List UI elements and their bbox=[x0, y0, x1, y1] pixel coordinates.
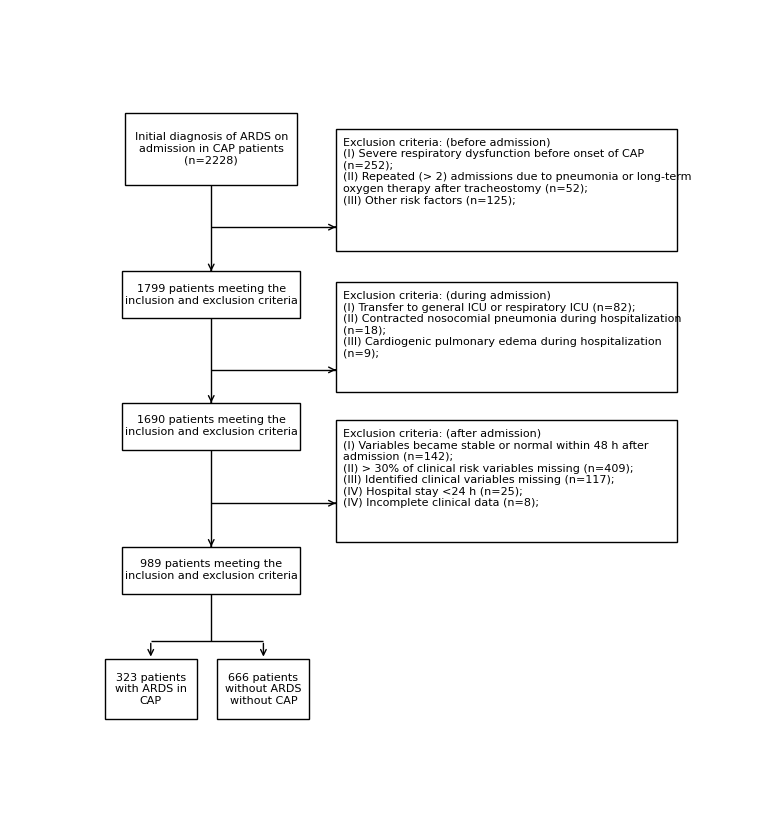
Text: 666 patients
without ARDS
without CAP: 666 patients without ARDS without CAP bbox=[225, 672, 301, 706]
FancyBboxPatch shape bbox=[122, 272, 300, 318]
FancyBboxPatch shape bbox=[122, 402, 300, 450]
Text: Initial diagnosis of ARDS on
admission in CAP patients
(n=2228): Initial diagnosis of ARDS on admission i… bbox=[135, 133, 288, 166]
FancyBboxPatch shape bbox=[336, 420, 676, 542]
FancyBboxPatch shape bbox=[125, 113, 297, 185]
Text: 323 patients
with ARDS in
CAP: 323 patients with ARDS in CAP bbox=[115, 672, 187, 706]
FancyBboxPatch shape bbox=[105, 659, 197, 719]
Text: 989 patients meeting the
inclusion and exclusion criteria: 989 patients meeting the inclusion and e… bbox=[125, 559, 298, 581]
Text: Exclusion criteria: (during admission)
(I) Transfer to general ICU or respirator: Exclusion criteria: (during admission) (… bbox=[343, 291, 682, 359]
FancyBboxPatch shape bbox=[336, 282, 676, 392]
Text: 1799 patients meeting the
inclusion and exclusion criteria: 1799 patients meeting the inclusion and … bbox=[125, 284, 298, 306]
FancyBboxPatch shape bbox=[217, 659, 309, 719]
Text: Exclusion criteria: (after admission)
(I) Variables became stable or normal with: Exclusion criteria: (after admission) (I… bbox=[343, 428, 649, 508]
FancyBboxPatch shape bbox=[336, 129, 676, 251]
FancyBboxPatch shape bbox=[122, 546, 300, 593]
Text: Exclusion criteria: (before admission)
(I) Severe respiratory dysfunction before: Exclusion criteria: (before admission) (… bbox=[343, 137, 692, 206]
Text: 1690 patients meeting the
inclusion and exclusion criteria: 1690 patients meeting the inclusion and … bbox=[125, 415, 298, 437]
